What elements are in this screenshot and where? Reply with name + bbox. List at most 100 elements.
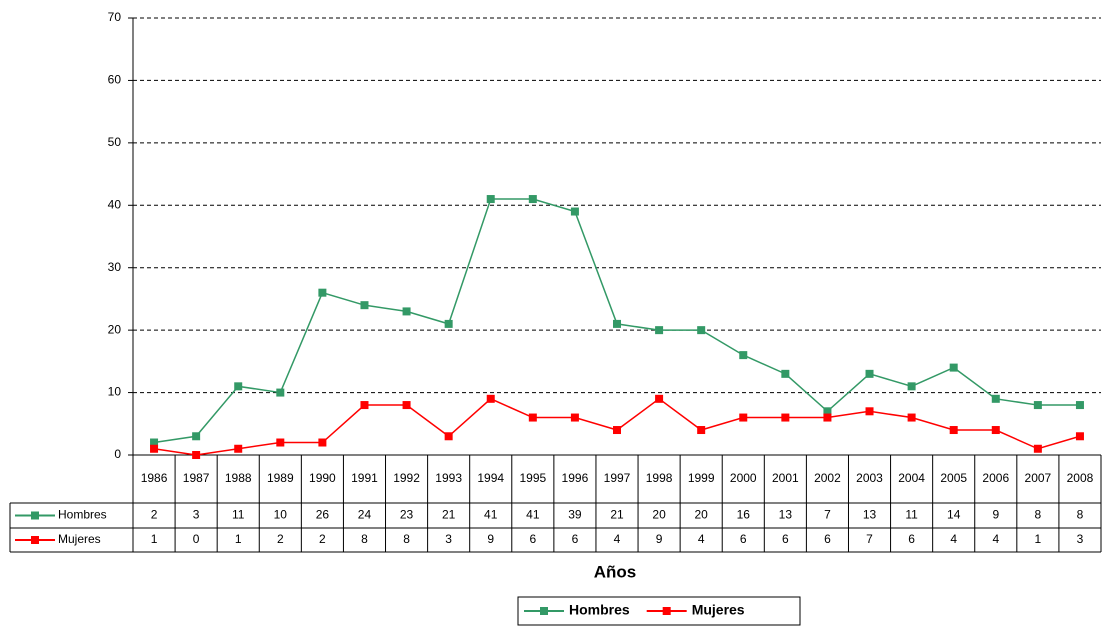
- table-cell: 4: [614, 532, 621, 546]
- point: [192, 432, 201, 441]
- point: [907, 413, 916, 422]
- x-tick-label: 2004: [898, 471, 925, 485]
- point: [444, 319, 453, 328]
- point: [1033, 444, 1042, 453]
- point: [528, 413, 537, 422]
- x-tick-label: 2002: [814, 471, 841, 485]
- table-cell: 11: [232, 508, 245, 522]
- table-cell: 41: [484, 508, 498, 522]
- x-tick-label: 1993: [435, 471, 462, 485]
- x-tick-label: 1992: [393, 471, 420, 485]
- point: [570, 413, 579, 422]
- x-tick-label: 1986: [141, 471, 168, 485]
- table-cell: 13: [863, 508, 877, 522]
- point: [991, 394, 1000, 403]
- y-tick-label: 20: [108, 322, 122, 336]
- table-cell: 0: [193, 532, 200, 546]
- point: [949, 426, 958, 435]
- table-cell: 6: [908, 532, 915, 546]
- table-cell: 1: [235, 532, 242, 546]
- point: [150, 444, 159, 453]
- point: [192, 451, 201, 459]
- y-tick-label: 10: [108, 385, 122, 399]
- table-cell: 13: [779, 508, 793, 522]
- point: [739, 351, 748, 360]
- y-tick-label: 0: [114, 447, 121, 461]
- table-cell: 2: [151, 508, 158, 522]
- x-tick-label: 2007: [1025, 471, 1052, 485]
- point: [865, 407, 874, 416]
- legend-label: Mujeres: [692, 602, 745, 618]
- table-cell: 3: [1077, 532, 1084, 546]
- x-tick-label: 1988: [225, 471, 252, 485]
- point: [865, 369, 874, 378]
- table-cell: 8: [403, 532, 410, 546]
- table-cell: 1: [1035, 532, 1042, 546]
- point: [276, 438, 285, 447]
- x-tick-label: 1996: [562, 471, 589, 485]
- point: [697, 426, 706, 435]
- point: [570, 207, 579, 216]
- table-cell: 3: [445, 532, 452, 546]
- table-cell: 8: [1077, 508, 1084, 522]
- x-tick-label: 1997: [604, 471, 631, 485]
- point: [234, 444, 243, 453]
- table-cell: 6: [740, 532, 747, 546]
- point: [613, 319, 621, 328]
- table-row-label: Mujeres: [58, 532, 101, 546]
- table-key-marker: [31, 511, 39, 520]
- point: [318, 438, 327, 447]
- x-tick-label: 1995: [519, 471, 546, 485]
- table-cell: 9: [656, 532, 663, 546]
- x-tick-label: 1999: [688, 471, 715, 485]
- point: [739, 413, 748, 422]
- point: [486, 195, 495, 204]
- point: [781, 413, 790, 422]
- table-cell: 14: [947, 508, 961, 522]
- table-cell: 24: [358, 508, 372, 522]
- table-cell: 11: [905, 508, 918, 522]
- table-cell: 23: [400, 508, 414, 522]
- point: [318, 288, 327, 297]
- point: [528, 195, 537, 204]
- table-cell: 6: [782, 532, 789, 546]
- point: [655, 394, 664, 403]
- y-tick-label: 40: [108, 197, 122, 211]
- point: [1075, 432, 1084, 441]
- y-tick-label: 50: [108, 135, 122, 149]
- table-cell: 2: [319, 532, 326, 546]
- table-cell: 4: [698, 532, 705, 546]
- table-cell: 20: [694, 508, 708, 522]
- point: [613, 426, 621, 435]
- table-cell: 7: [824, 508, 831, 522]
- table-cell: 9: [487, 532, 494, 546]
- x-tick-label: 2006: [982, 471, 1009, 485]
- point: [402, 307, 411, 316]
- point: [402, 401, 411, 410]
- point: [781, 369, 790, 378]
- x-tick-label: 1989: [267, 471, 294, 485]
- y-tick-label: 60: [108, 73, 122, 87]
- table-key-marker: [31, 536, 39, 544]
- table-cell: 26: [316, 508, 330, 522]
- point: [907, 382, 916, 391]
- y-tick-label: 70: [108, 10, 122, 24]
- table-cell: 2: [277, 532, 284, 546]
- table-cell: 41: [526, 508, 540, 522]
- table-cell: 20: [652, 508, 666, 522]
- point: [276, 388, 285, 397]
- table-row-label: Hombres: [58, 508, 107, 522]
- table-cell: 8: [1035, 508, 1042, 522]
- x-tick-label: 1990: [309, 471, 336, 485]
- point: [150, 438, 159, 447]
- table-cell: 6: [824, 532, 831, 546]
- point: [486, 394, 495, 403]
- table-cell: 4: [950, 532, 957, 546]
- table-cell: 21: [610, 508, 624, 522]
- legend-key-marker: [540, 607, 548, 615]
- table-cell: 21: [442, 508, 456, 522]
- legend-key-marker: [662, 607, 671, 615]
- x-tick-label: 2001: [772, 471, 799, 485]
- y-tick-label: 30: [108, 260, 122, 274]
- table-cell: 1: [151, 532, 158, 546]
